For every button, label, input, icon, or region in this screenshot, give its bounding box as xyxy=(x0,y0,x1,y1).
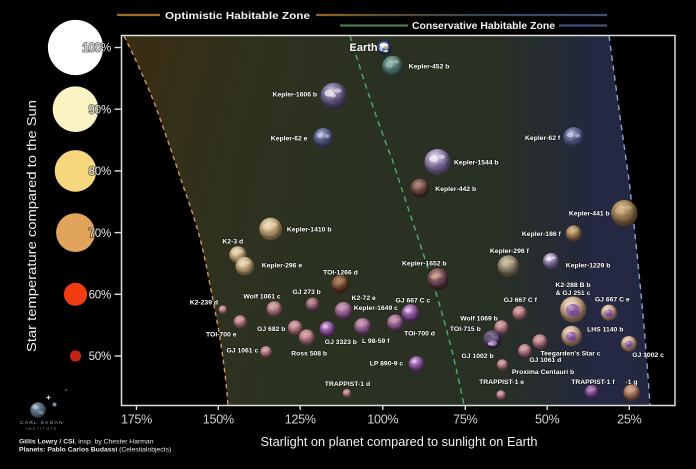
svg-text:GJ 273 b: GJ 273 b xyxy=(293,289,321,296)
svg-text:90%: 90% xyxy=(89,104,111,116)
svg-text:TRAPPIST-1 f: TRAPPIST-1 f xyxy=(571,379,615,386)
svg-text:Kepler-296 e: Kepler-296 e xyxy=(262,263,303,270)
svg-text:GJ 1061 c: GJ 1061 c xyxy=(227,348,259,355)
svg-text:GJ 1061 d: GJ 1061 d xyxy=(529,357,561,364)
svg-text:Kepler-62 e: Kepler-62 e xyxy=(271,135,308,142)
svg-text:-1 g: -1 g xyxy=(625,379,637,386)
svg-text:TRAPPIST-1 e: TRAPPIST-1 e xyxy=(479,379,524,386)
svg-text:80%: 80% xyxy=(89,166,111,178)
svg-text:CARL SAGAN: CARL SAGAN xyxy=(20,420,64,426)
svg-text:GJ 682 b: GJ 682 b xyxy=(257,326,285,333)
svg-text:INSTITUTE: INSTITUTE xyxy=(26,427,58,431)
svg-text:Kepler-1410 b: Kepler-1410 b xyxy=(287,226,332,233)
svg-text:Planets: Pablo Carlos Budassi: Planets: Pablo Carlos Budassi (Celestial… xyxy=(19,447,171,454)
svg-text:TOI-1266 d: TOI-1266 d xyxy=(323,269,358,276)
svg-text:LHS 1140 b: LHS 1140 b xyxy=(587,327,623,334)
svg-text:GJ 667 C e: GJ 667 C e xyxy=(595,297,630,304)
svg-text:L 98-59 f: L 98-59 f xyxy=(362,338,390,345)
svg-text:50%: 50% xyxy=(89,351,111,363)
svg-text:Kepler-62 f: Kepler-62 f xyxy=(525,135,561,142)
svg-text:Earth: Earth xyxy=(350,42,378,54)
svg-text:Teegarden's Star c: Teegarden's Star c xyxy=(541,351,601,358)
svg-text:GJ 667 C f: GJ 667 C f xyxy=(504,297,538,304)
svg-text:K2-3 d: K2-3 d xyxy=(222,238,243,245)
svg-text:TOI-700 d: TOI-700 d xyxy=(404,330,435,337)
svg-text:Kepler-186 f: Kepler-186 f xyxy=(522,231,562,238)
svg-text:Wolf 1069 b: Wolf 1069 b xyxy=(460,316,498,323)
svg-text:K2-72 e: K2-72 e xyxy=(352,295,376,302)
svg-text:TOI-700 e: TOI-700 e xyxy=(206,332,237,339)
svg-text:Kepler-452 b: Kepler-452 b xyxy=(409,63,450,70)
svg-text:Optimistic Habitable Zone: Optimistic Habitable Zone xyxy=(165,10,310,22)
svg-text:25%: 25% xyxy=(617,413,641,427)
svg-text:100%: 100% xyxy=(367,413,398,427)
svg-text:K2-288 B b: K2-288 B b xyxy=(555,282,590,289)
svg-text:Wolf 1061 c: Wolf 1061 c xyxy=(243,293,280,300)
svg-text:Kepler-1544 b: Kepler-1544 b xyxy=(454,159,499,166)
svg-text:Proxima Centauri b: Proxima Centauri b xyxy=(512,369,574,376)
svg-text:Kepler-442 b: Kepler-442 b xyxy=(435,186,476,193)
svg-text:70%: 70% xyxy=(89,228,111,240)
svg-text:Kepler-1649 c: Kepler-1649 c xyxy=(354,305,398,312)
svg-text:Kepler-1229 b: Kepler-1229 b xyxy=(566,262,611,269)
svg-text:Ross 508 b: Ross 508 b xyxy=(291,350,327,357)
svg-text:Gillis Lowry / CSI, insp. by C: Gillis Lowry / CSI, insp. by Chester Har… xyxy=(19,439,154,446)
svg-text:Star temperature compared to t: Star temperature compared to the Sun xyxy=(24,100,39,352)
svg-text:Kepler-441 b: Kepler-441 b xyxy=(569,210,610,217)
svg-text:175%: 175% xyxy=(121,413,152,427)
svg-text:GJ 3323 b: GJ 3323 b xyxy=(325,339,357,346)
svg-text:Kepler-1652 b: Kepler-1652 b xyxy=(402,260,447,267)
svg-text:60%: 60% xyxy=(89,290,111,302)
svg-text:125%: 125% xyxy=(285,413,316,427)
svg-text:Kepler-1606 b: Kepler-1606 b xyxy=(273,91,318,98)
svg-text:TOI-715 b: TOI-715 b xyxy=(450,326,481,333)
svg-text:100%: 100% xyxy=(82,43,111,55)
svg-text:GJ 667 C c: GJ 667 C c xyxy=(396,297,431,304)
svg-text:50%: 50% xyxy=(535,413,559,427)
svg-text:K2-239 d: K2-239 d xyxy=(190,300,218,307)
svg-text:LP 890-9 c: LP 890-9 c xyxy=(370,361,404,368)
svg-text:GJ 1002 c: GJ 1002 c xyxy=(632,352,664,359)
svg-text:Conservative Habitable Zone: Conservative Habitable Zone xyxy=(412,20,555,32)
svg-text:150%: 150% xyxy=(203,413,234,427)
svg-text:75%: 75% xyxy=(453,413,477,427)
svg-text:Starlight on planet compared t: Starlight on planet compared to sunlight… xyxy=(261,434,538,449)
svg-text:GJ 1002 b: GJ 1002 b xyxy=(462,353,494,360)
svg-text:TRAPPIST-1 d: TRAPPIST-1 d xyxy=(325,381,370,388)
svg-text:Kepler-296 f: Kepler-296 f xyxy=(490,248,530,255)
svg-text:& GJ 251 c: & GJ 251 c xyxy=(556,290,591,297)
